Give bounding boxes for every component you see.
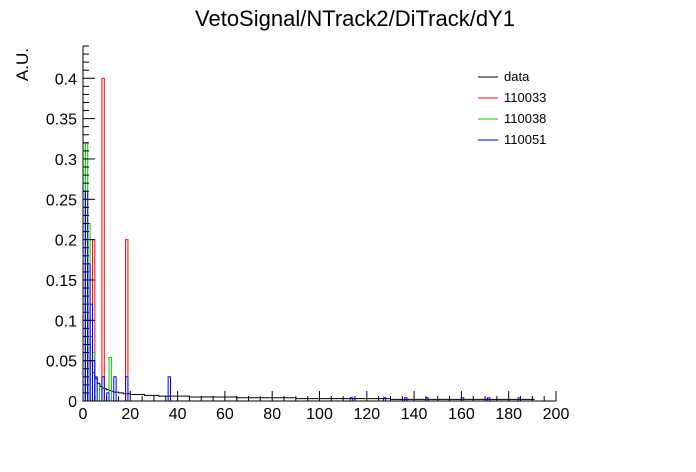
y-tick-label: 0.35 — [46, 112, 77, 129]
x-tick-label: 120 — [353, 406, 380, 423]
x-tick-label: 0 — [79, 406, 88, 423]
x-tick-label: 20 — [121, 406, 139, 423]
x-tick-label: 180 — [495, 406, 522, 423]
data-step-line — [83, 295, 535, 400]
y-tick-label: 0.2 — [55, 233, 77, 250]
bar-110051-13 — [113, 376, 117, 402]
y-tick-label: 0.05 — [46, 354, 77, 371]
legend-label: 110033 — [504, 90, 546, 105]
axes-layer: 0 20 40 60 80 100 120 140 160 180 200 0 0.05 0.1 0.15 0… — [46, 45, 570, 423]
series-layer — [82, 77, 535, 402]
x-tick-label: 100 — [306, 406, 333, 423]
series-110051 — [82, 190, 522, 402]
y-tick-label: 0.4 — [55, 71, 77, 88]
chart-title: VetoSignal/NTrack2/DiTrack/dY1 — [195, 6, 515, 31]
y-axis-label: A.U. — [13, 48, 32, 81]
legend-label: 110038 — [504, 111, 546, 126]
x-tick-label: 40 — [169, 406, 187, 423]
series-data — [83, 295, 535, 400]
y-tick-label: 0 — [68, 394, 77, 411]
x-tick-label: 80 — [263, 406, 281, 423]
x-tick-label: 200 — [543, 406, 570, 423]
y-tick-label: 0.15 — [46, 273, 77, 290]
x-tick-label: 60 — [216, 406, 234, 423]
bar-110033-8 — [101, 77, 105, 402]
bar-110051-8 — [101, 376, 105, 402]
y-tick-label: 0.25 — [46, 192, 77, 209]
y-tick-label: 0.1 — [55, 313, 77, 330]
x-tick-label: 160 — [448, 406, 475, 423]
y-tick-label: 0.3 — [55, 152, 77, 169]
legend-label: 110051 — [504, 132, 546, 147]
x-tick-label: 140 — [401, 406, 428, 423]
legend-label: data — [504, 69, 530, 84]
legend: data 110033 110038 110051 — [478, 69, 546, 147]
bar-110051-18 — [125, 376, 129, 402]
bar-110051-36 — [167, 376, 172, 402]
